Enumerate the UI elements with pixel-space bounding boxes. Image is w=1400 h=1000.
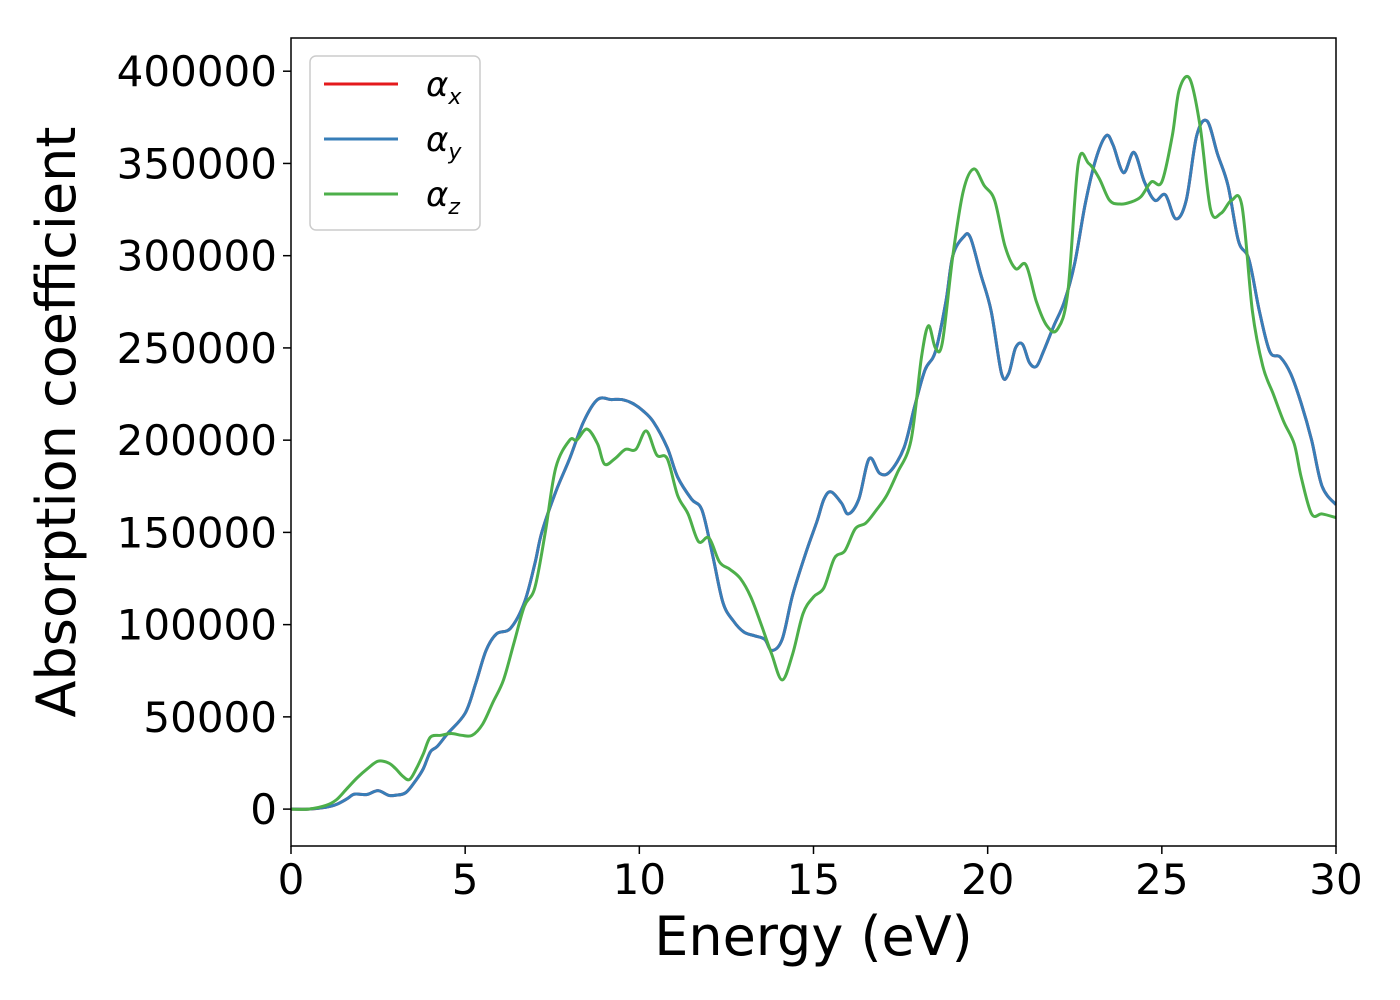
- y-axis-title: Absorption coefficient: [25, 127, 88, 718]
- x-tick-label: 0: [278, 855, 305, 904]
- series-line-z: [291, 74, 1336, 811]
- x-tick-label: 15: [787, 855, 840, 904]
- y-tick-label: 50000: [143, 693, 277, 742]
- plot-lines: [291, 74, 1336, 811]
- x-axis-title: Energy (eV): [654, 905, 973, 968]
- legend-box: [309, 55, 481, 231]
- legend-subscript-z: z: [447, 195, 460, 220]
- y-tick-label: 350000: [117, 139, 277, 188]
- y-tick-label: 150000: [117, 508, 277, 557]
- x-tick-label: 25: [1135, 855, 1188, 904]
- series-line-y: [291, 118, 1336, 811]
- x-tick-label: 30: [1309, 855, 1362, 904]
- y-tick-label: 100000: [117, 601, 277, 650]
- y-tick-label: 400000: [117, 47, 277, 96]
- x-tick-label: 10: [613, 855, 666, 904]
- legend-subscript-x: x: [447, 85, 462, 110]
- y-tick-label: 200000: [117, 416, 277, 465]
- y-axis-ticks: 0 50000 100000 150000 200000 250000 300000 3500…: [117, 47, 291, 834]
- legend-subscript-y: y: [447, 140, 462, 165]
- y-tick-label: 250000: [117, 324, 277, 373]
- x-tick-label: 20: [961, 855, 1014, 904]
- x-axis-ticks: 0 5 10 15 20 25 30: [278, 846, 1363, 904]
- y-tick-label: 0: [250, 785, 277, 834]
- x-tick-label: 5: [452, 855, 479, 904]
- y-tick-label: 300000: [117, 232, 277, 281]
